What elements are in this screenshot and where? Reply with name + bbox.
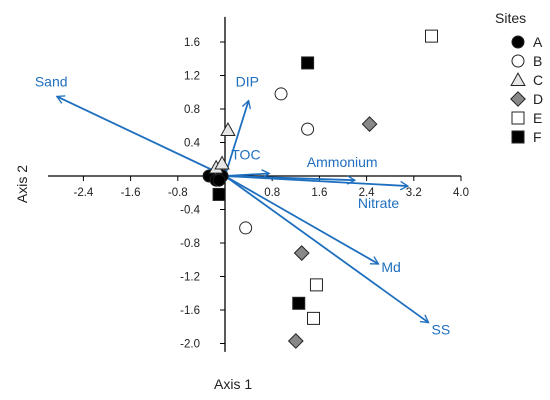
site-point-c [214, 155, 230, 170]
x-axis-label: Axis 1 [214, 376, 253, 392]
vector-label: DIP [236, 74, 259, 90]
legend-label: E [533, 110, 542, 126]
legend-label: A [533, 34, 543, 50]
y-axis-label: Axis 2 [14, 164, 30, 204]
legend-marker-b [511, 54, 525, 68]
vector-label: Sand [35, 73, 68, 89]
y-tick-label: -2.0 [180, 339, 200, 351]
vector-arrow-ss [224, 175, 430, 324]
site-points [202, 29, 438, 349]
site-point-d [293, 245, 310, 261]
legend-marker-e [511, 111, 525, 125]
legend-marker-f [511, 130, 525, 144]
y-tick-label: -1.2 [180, 272, 200, 284]
y-tick-label: 1.2 [184, 71, 200, 83]
site-point-f [292, 296, 306, 310]
legend-label: B [533, 53, 542, 69]
vector-label: SS [432, 322, 451, 338]
x-tick-label: -0.8 [168, 187, 188, 199]
y-tick-label: 0.4 [184, 138, 201, 150]
vector-label: Nitrate [358, 195, 399, 211]
legend-marker-c [510, 72, 526, 87]
site-point-d [361, 116, 378, 132]
site-point-c [220, 122, 236, 136]
y-tick-label: -0.8 [180, 238, 200, 250]
site-point-b [239, 221, 253, 235]
vector-label: Ammonium [307, 154, 378, 170]
legend-marker-d [510, 91, 526, 107]
y-tick-label: 1.6 [184, 37, 200, 49]
vector-label: TOC [231, 146, 260, 162]
vector-label: Md [381, 259, 400, 275]
legend-label: D [533, 91, 543, 107]
vector-arrow-md [224, 175, 380, 265]
vector-arrow-nitrate [224, 175, 410, 191]
legend-marker-a [511, 35, 525, 49]
site-point-b [301, 122, 315, 136]
site-point-d [287, 333, 304, 349]
x-tick-label: -2.4 [73, 187, 93, 199]
site-point-e [307, 311, 320, 325]
x-tick-label: -1.6 [121, 187, 141, 199]
environmental-vectors: Sand DIP TOC Ammonium Nitrate Md SS [35, 73, 450, 337]
site-point-a [212, 173, 226, 187]
y-tick-label: -0.4 [180, 205, 200, 217]
site-point-f [212, 187, 226, 201]
y-tick-label: -1.6 [180, 305, 200, 317]
x-tick-label: 0.8 [264, 187, 280, 199]
y-tick-label: 0.8 [184, 104, 200, 116]
x-tick-label: 2.4 [359, 187, 376, 199]
site-point-b [274, 87, 288, 101]
legend-title: Sites [495, 10, 527, 26]
x-tick-label: 1.6 [311, 187, 327, 199]
vector-arrow-sand [55, 95, 226, 177]
axes: -2.4 -1.6 -0.8 0.8 1.6 2.4 3.2 4.0 -2.0 -1.6 -1.2 -… [48, 16, 469, 352]
x-tick-label: 4.0 [453, 187, 469, 199]
site-point-e [425, 29, 438, 43]
vector-arrow-dip [224, 99, 251, 177]
legend-label: F [533, 129, 542, 145]
site-point-e [309, 278, 323, 292]
site-point-f [301, 56, 315, 70]
legend-label: C [533, 72, 543, 88]
x-tick-label: 3.2 [406, 187, 422, 199]
